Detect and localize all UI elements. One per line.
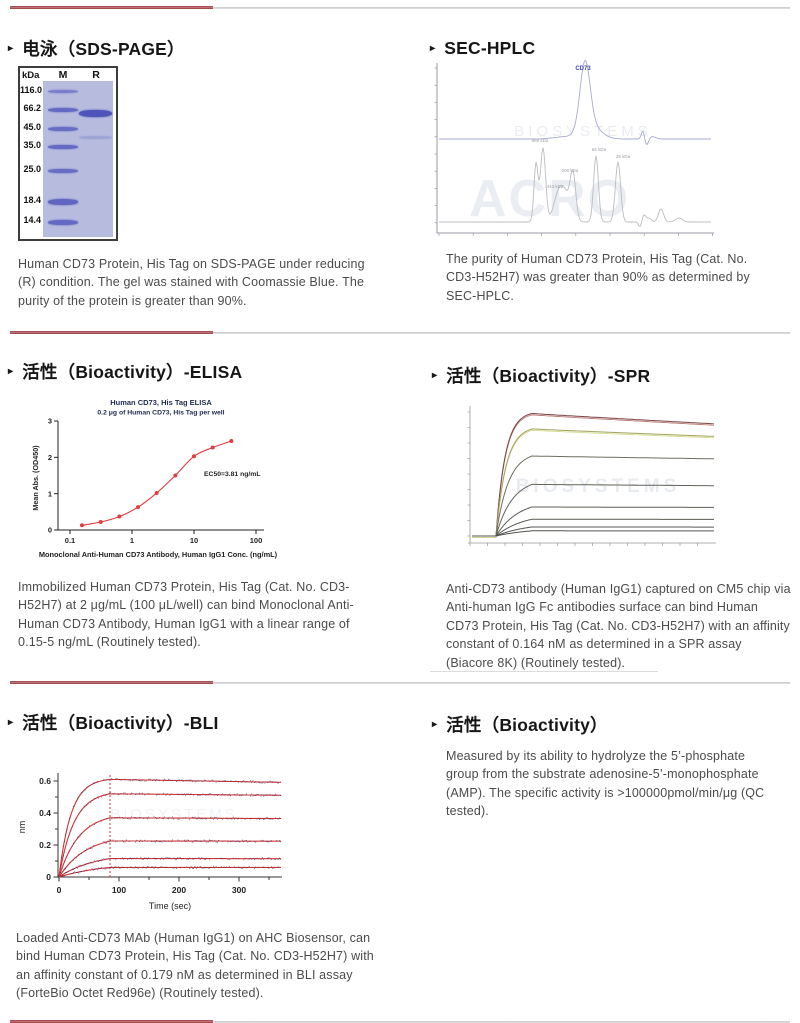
section-title-elisa: ▸ 活性（Bioactivity）-ELISA [8,359,242,384]
spr-sensorgram-chart: BIOSYSTEMS [467,406,716,546]
svg-text:0: 0 [46,872,51,882]
svg-text:0.2: 0.2 [39,840,51,850]
triangle-bullet-icon: ▸ [432,369,438,381]
svg-text:200: 200 [172,885,186,895]
svg-text:100: 100 [250,536,263,545]
section-title-bioactivity: ▸ 活性（Bioactivity） [432,712,608,737]
caption-spr: Anti-CD73 antibody (Human IgG1) captured… [446,582,791,670]
section-title-spr: ▸ 活性（Bioactivity）-SPR [432,363,650,388]
svg-text:0: 0 [48,526,52,535]
svg-text:100: 100 [112,885,126,895]
divider-line [213,7,790,9]
gel-lane-label-r: R [92,69,100,81]
svg-text:CD73: CD73 [575,66,591,72]
svg-text:669 kDa: 669 kDa [532,138,549,143]
gel-marker-band [47,169,78,174]
section-title-sds-page: ▸ 电泳（SDS-PAGE） [8,36,185,61]
svg-text:Mean Abs. (OD450): Mean Abs. (OD450) [31,445,40,511]
sds-page-gel-image: kDa M R 116.0 66.2 45.0 35.0 25.0 18.4 14.4 [18,66,118,241]
svg-text:29 kDa: 29 kDa [616,154,631,159]
svg-text:10: 10 [190,536,198,545]
gel-sample-band [79,136,112,140]
gel-marker-band [47,145,78,150]
divider-accent [10,331,213,334]
svg-text:ACRO: ACRO [469,170,630,228]
section-divider-1 [10,331,790,334]
svg-text:EC50=3.81 ng/mL: EC50=3.81 ng/mL [204,471,260,478]
svg-text:Monoclonal Anti-Human CD73 Ant: Monoclonal Anti-Human CD73 Antibody, Hum… [39,550,278,559]
caption-sds-page: Human CD73 Protein, His Tag on SDS-PAGE … [18,257,365,308]
svg-text:BIOSYSTEMS: BIOSYSTEMS [516,476,681,497]
svg-text:300: 300 [232,885,246,895]
gel-marker-label: 66.2 [23,103,41,114]
gel-marker-band [47,108,78,113]
svg-text:0: 0 [57,885,62,895]
gel-marker-label: 25.0 [23,164,41,175]
gel-marker-band [47,198,78,205]
gel-marker-band [47,127,78,132]
gel-lane-label-m: M [58,69,68,81]
svg-text:66 kDa: 66 kDa [592,147,607,152]
svg-text:200 kDa: 200 kDa [562,168,579,173]
elisa-binding-chart: Human CD73, His Tag ELISA 0.2 μg of Human… [31,398,278,559]
top-divider [10,6,790,9]
svg-text:Human CD73, His Tag ELISA: Human CD73, His Tag ELISA [110,398,212,407]
divider-line [213,682,790,684]
caption-elisa: Immobilized Human CD73 Protein, His Tag … [18,580,354,650]
caption-bioactivity: Measured by its ability to hydrolyze the… [446,749,765,819]
gel-sample-band [79,109,112,117]
divider-accent [10,681,213,684]
section-title-bli: ▸ 活性（Bioactivity）-BLI [8,710,219,735]
section-title-text: 活性（Bioactivity）-SPR [446,366,651,386]
svg-text:Time (sec): Time (sec) [149,901,191,911]
gel-marker-band [47,90,78,94]
svg-text:0.6: 0.6 [39,776,51,786]
sec-hplc-chromatogram: BIOSYSTEMS ACRO CD73 669 kDa 443 kDa 200 kDa 6… [434,60,714,236]
svg-text:nm: nm [17,821,27,834]
caption-bli: Loaded Anti-CD73 MAb (Human IgG1) on AHC… [16,931,374,1001]
section-title-text: 活性（Bioactivity）-ELISA [22,362,243,382]
gel-marker-label: 18.4 [23,194,41,205]
svg-text:2: 2 [48,453,52,462]
section-title-sec-hplc: ▸ SEC-HPLC [430,38,535,59]
bli-sensorgram-chart: BIOSYSTEMS 0 0.2 0.4 0.6 0 100 200 300 nm Time (se… [17,773,282,911]
svg-text:0.4: 0.4 [39,808,51,818]
svg-text:3: 3 [48,417,52,426]
divider-accent [10,6,213,9]
gel-marker-label: 14.4 [23,215,41,226]
section-title-text: 电泳（SDS-PAGE） [22,39,185,59]
section-title-text: SEC-HPLC [444,38,536,58]
triangle-bullet-icon: ▸ [430,42,436,54]
gel-unit-label: kDa [22,70,40,81]
gel-lanes [43,81,113,237]
section-divider-2 [10,681,790,684]
triangle-bullet-icon: ▸ [432,718,438,730]
svg-text:0.1: 0.1 [65,536,75,545]
gel-marker-band [47,219,78,225]
svg-text:0.2 μg of Human CD73, His Tag: 0.2 μg of Human CD73, His Tag per well [97,410,224,417]
svg-text:BIOSYSTEMS: BIOSYSTEMS [110,806,238,823]
svg-text:1: 1 [48,489,52,498]
triangle-bullet-icon: ▸ [8,365,14,377]
gel-marker-label: 45.0 [23,122,41,133]
divider-line [213,332,790,334]
rule-fragment [430,671,658,672]
gel-marker-label: 116.0 [20,84,43,95]
section-title-text: 活性（Bioactivity）-BLI [22,713,219,733]
section-title-text: 活性（Bioactivity） [446,715,608,735]
svg-text:1: 1 [130,536,134,545]
caption-sec-hplc: The purity of Human CD73 Protein, His Ta… [446,252,750,303]
svg-text:BIOSYSTEMS: BIOSYSTEMS [514,123,652,140]
triangle-bullet-icon: ▸ [8,716,14,728]
triangle-bullet-icon: ▸ [8,42,14,54]
gel-marker-label: 35.0 [23,140,41,151]
svg-text:443 kDa: 443 kDa [547,184,564,189]
